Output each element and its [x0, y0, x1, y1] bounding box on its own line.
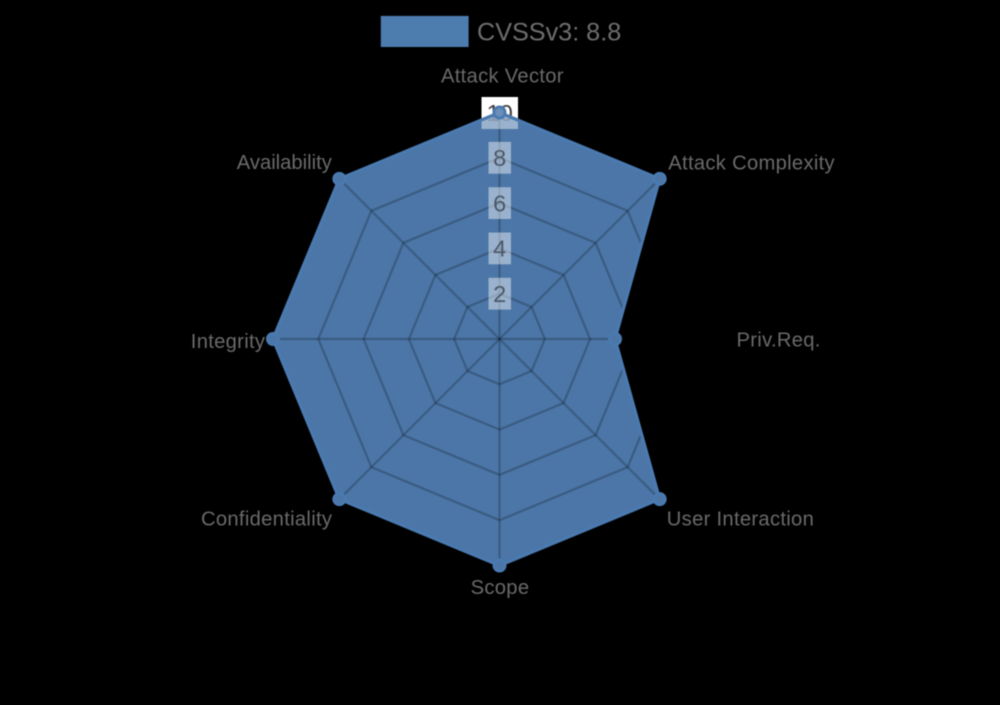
svg-text:Scope: Scope	[471, 577, 530, 599]
svg-text:Attack Complexity: Attack Complexity	[668, 152, 835, 174]
svg-text:8: 8	[493, 145, 506, 171]
svg-text:Priv.Req.: Priv.Req.	[737, 330, 821, 352]
svg-text:6: 6	[493, 190, 506, 216]
svg-text:CVSSv3: 8.8: CVSSv3: 8.8	[477, 18, 621, 46]
svg-text:Attack Vector: Attack Vector	[441, 65, 564, 87]
svg-text:2: 2	[493, 281, 506, 307]
svg-text:Integrity: Integrity	[191, 331, 266, 353]
svg-text:User Interaction: User Interaction	[667, 509, 814, 531]
svg-text:Confidentiality: Confidentiality	[201, 509, 333, 531]
svg-text:4: 4	[493, 236, 506, 262]
svg-text:Availability: Availability	[237, 152, 333, 174]
